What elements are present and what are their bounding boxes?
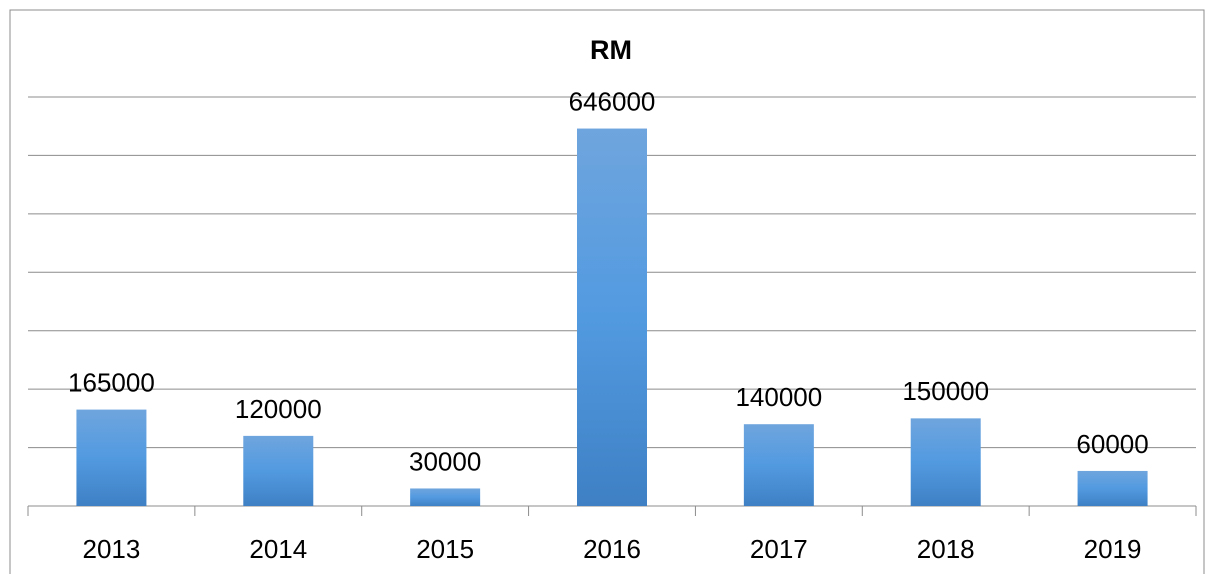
data-label: 165000 [68,367,155,397]
x-tick-label: 2017 [750,534,808,564]
chart-title: RM [590,35,632,65]
bar [577,128,647,506]
x-tick-label: 2015 [416,534,474,564]
bar [410,488,481,506]
x-tick-label: 2018 [917,534,975,564]
x-tick-label: 2014 [249,534,307,564]
data-label: 140000 [735,382,822,412]
x-tick-label: 2016 [583,534,641,564]
data-label: 60000 [1076,429,1148,459]
data-label: 150000 [902,376,989,406]
chart-border [9,9,1205,574]
x-tick-label: 2019 [1084,534,1142,564]
data-label: 30000 [409,446,481,476]
bar [910,418,981,506]
data-label: 646000 [569,86,656,116]
bar [743,424,814,506]
bar [243,435,314,506]
data-label: 120000 [235,394,322,424]
bar [76,409,147,506]
x-tick-label: 2013 [83,534,141,564]
bar [1077,470,1148,506]
